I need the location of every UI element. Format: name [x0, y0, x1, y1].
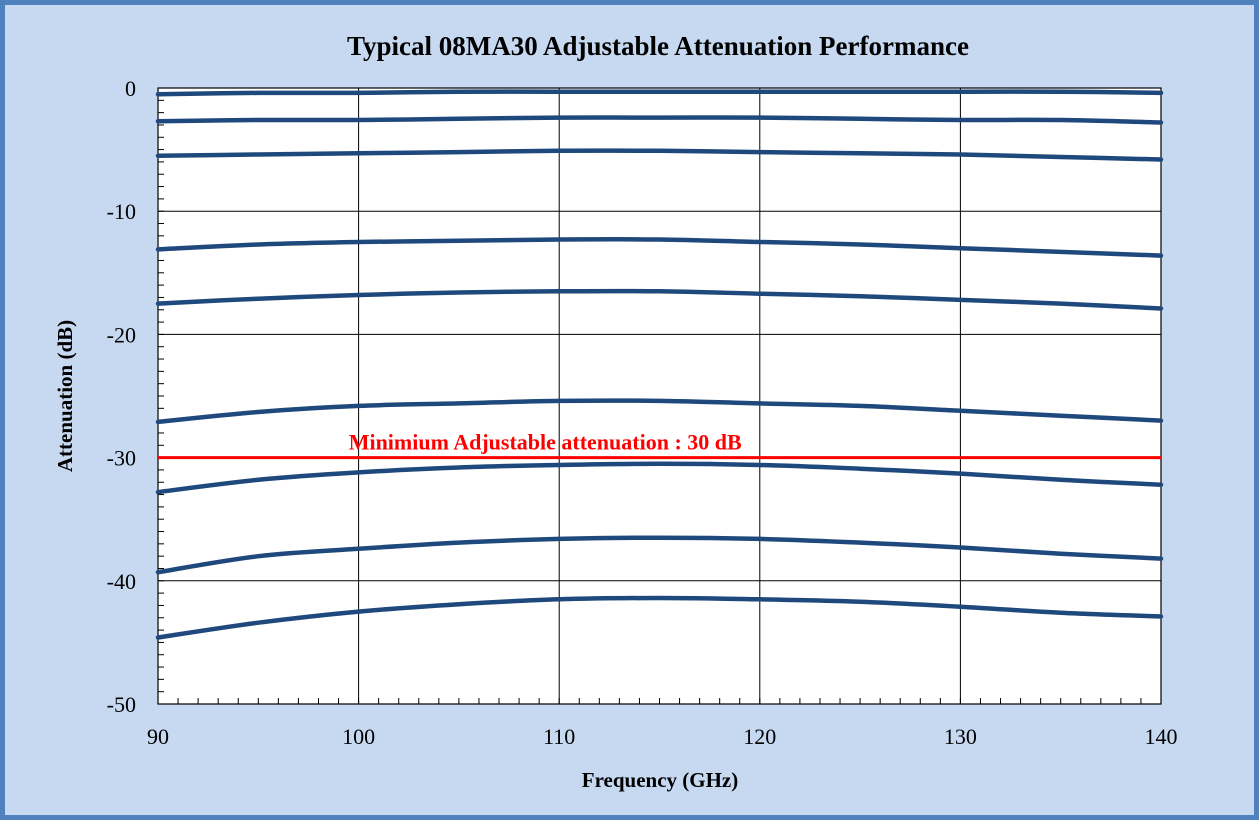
plot-area [158, 88, 1161, 704]
series-line-4 [155, 237, 1164, 258]
x-tick-label: 90 [147, 724, 169, 749]
series-line-8 [155, 535, 1164, 575]
series-line-2 [155, 115, 1164, 125]
x-axis-title: Frequency (GHz) [582, 768, 739, 792]
plot-border [157, 87, 1162, 705]
x-tick-label: 140 [1145, 724, 1178, 749]
y-tick-label: -30 [107, 446, 136, 471]
x-tick-labels: 90 100 110 120 130 140 [147, 724, 1178, 749]
chart-title: Typical 08MA30 Adjustable Attenuation Pe… [347, 31, 969, 61]
series-line-1 [155, 89, 1164, 97]
y-tick-label: 0 [125, 76, 136, 101]
y-tick-label: -40 [107, 569, 136, 594]
series-line-7 [155, 461, 1164, 495]
series-line-6 [155, 398, 1164, 425]
y-tick-label: -50 [107, 692, 136, 717]
series-line-5 [155, 288, 1164, 311]
x-tick-label: 110 [543, 724, 575, 749]
x-tick-label: 120 [743, 724, 776, 749]
y-axis-title: Attenuation (dB) [53, 320, 77, 472]
series-line-9 [155, 595, 1164, 640]
reference-line-label: Minimium Adjustable attenuation : 30 dB [349, 430, 742, 455]
y-tick-labels: 0 -10 -20 -30 -40 -50 [107, 76, 136, 717]
series-line-3 [155, 148, 1164, 162]
x-tick-label: 130 [944, 724, 977, 749]
series-group [155, 89, 1164, 640]
x-tick-label: 100 [342, 724, 375, 749]
minor-ticks [157, 87, 1162, 705]
y-tick-label: -20 [107, 322, 136, 347]
y-tick-label: -10 [107, 199, 136, 224]
